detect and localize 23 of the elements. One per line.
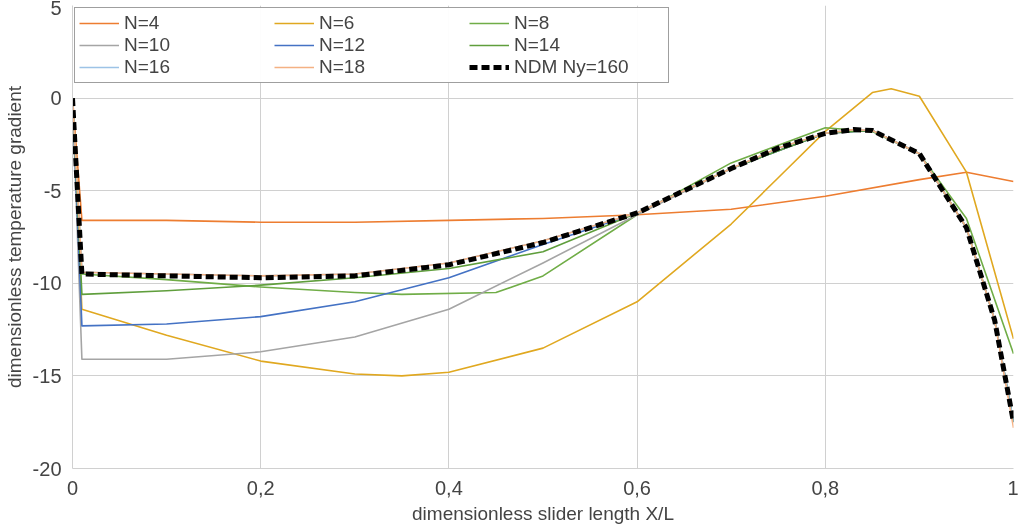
legend-label: N=18 xyxy=(319,56,366,78)
y-tick-label: -20 xyxy=(32,457,62,480)
y-tick-label: -5 xyxy=(43,179,62,202)
x-tick-label: 0 xyxy=(66,476,79,499)
legend-label: N=10 xyxy=(124,34,171,56)
legend-label: N=14 xyxy=(514,34,561,56)
y-tick-label: -15 xyxy=(32,364,62,387)
legend-label: N=16 xyxy=(124,56,171,78)
x-tick-label: 0,8 xyxy=(811,476,840,499)
x-tick-label: 0,6 xyxy=(623,476,652,499)
x-tick-label: 0,4 xyxy=(435,476,463,499)
legend-label: N=8 xyxy=(514,12,551,34)
y-tick-label: -10 xyxy=(32,272,62,295)
x-tick-label: 0,2 xyxy=(246,476,275,499)
legend-label: N=6 xyxy=(319,12,356,34)
legend-label: NDM Ny=160 xyxy=(514,56,630,78)
y-axis-title: dimensionless temperature gradient xyxy=(3,85,25,389)
y-tick-label: 5 xyxy=(50,0,62,19)
y-tick-label: 0 xyxy=(50,87,62,110)
x-tick-label: 1 xyxy=(1007,476,1018,499)
x-axis-title: dimensionless slider length X/L xyxy=(412,502,674,524)
legend-label: N=12 xyxy=(319,34,366,56)
legend-label: N=4 xyxy=(124,12,161,34)
